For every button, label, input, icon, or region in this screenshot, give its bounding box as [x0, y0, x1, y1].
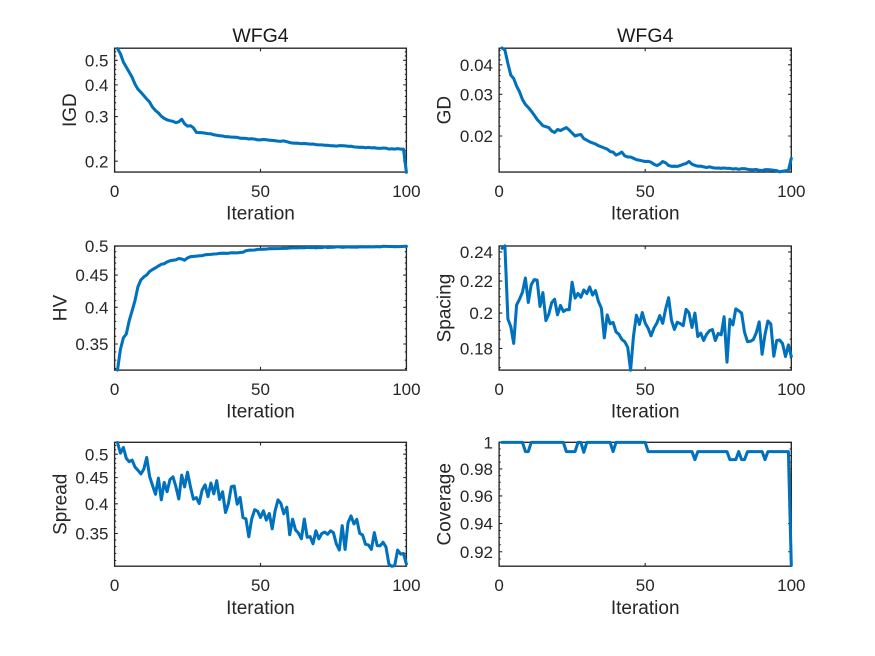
svg-text:HV: HV — [50, 295, 71, 322]
svg-text:0.3: 0.3 — [85, 108, 109, 127]
svg-text:100: 100 — [777, 182, 805, 201]
svg-text:Iteration: Iteration — [611, 204, 680, 225]
svg-text:0.2: 0.2 — [85, 152, 109, 171]
svg-text:Iteration: Iteration — [611, 402, 680, 423]
svg-text:0.4: 0.4 — [85, 495, 109, 514]
svg-text:WFG4: WFG4 — [617, 25, 673, 47]
svg-text:100: 100 — [777, 380, 805, 399]
svg-text:0.35: 0.35 — [75, 335, 108, 354]
svg-text:50: 50 — [636, 576, 655, 595]
svg-text:0.45: 0.45 — [75, 469, 108, 488]
svg-text:0.4: 0.4 — [85, 298, 109, 317]
svg-text:Iteration: Iteration — [226, 402, 295, 423]
svg-text:0.2: 0.2 — [469, 304, 493, 323]
svg-text:100: 100 — [392, 576, 420, 595]
svg-text:0.5: 0.5 — [85, 51, 109, 70]
svg-text:Iteration: Iteration — [226, 598, 295, 619]
svg-text:1: 1 — [484, 434, 493, 453]
svg-text:0.5: 0.5 — [85, 445, 109, 464]
svg-text:0.45: 0.45 — [75, 266, 108, 285]
svg-text:0.24: 0.24 — [460, 243, 493, 262]
svg-text:0: 0 — [110, 182, 119, 201]
svg-text:0.94: 0.94 — [460, 515, 493, 534]
svg-text:Iteration: Iteration — [226, 204, 295, 225]
svg-text:0: 0 — [494, 182, 503, 201]
svg-text:0.96: 0.96 — [460, 487, 493, 506]
svg-text:GD: GD — [435, 96, 456, 125]
svg-text:0.18: 0.18 — [460, 340, 493, 359]
svg-text:100: 100 — [392, 380, 420, 399]
svg-text:0: 0 — [110, 576, 119, 595]
svg-text:0.02: 0.02 — [460, 127, 493, 146]
svg-text:0.04: 0.04 — [460, 56, 493, 75]
svg-text:0.03: 0.03 — [460, 85, 493, 104]
svg-text:50: 50 — [251, 380, 270, 399]
svg-text:50: 50 — [251, 182, 270, 201]
svg-text:0: 0 — [494, 380, 503, 399]
svg-text:0.4: 0.4 — [85, 76, 109, 95]
svg-text:100: 100 — [392, 182, 420, 201]
svg-text:WFG4: WFG4 — [232, 25, 288, 47]
svg-text:Coverage: Coverage — [435, 463, 456, 545]
svg-text:50: 50 — [251, 576, 270, 595]
svg-text:50: 50 — [636, 380, 655, 399]
svg-text:Spread: Spread — [50, 474, 71, 535]
svg-text:0.92: 0.92 — [460, 543, 493, 562]
svg-text:Spacing: Spacing — [435, 274, 456, 343]
svg-text:IGD: IGD — [60, 93, 81, 127]
svg-text:0.98: 0.98 — [460, 460, 493, 479]
svg-text:0.35: 0.35 — [75, 525, 108, 544]
svg-text:0: 0 — [110, 380, 119, 399]
svg-text:0.22: 0.22 — [460, 272, 493, 291]
svg-text:50: 50 — [636, 182, 655, 201]
svg-text:0: 0 — [494, 576, 503, 595]
svg-text:Iteration: Iteration — [611, 598, 680, 619]
svg-text:0.5: 0.5 — [85, 237, 109, 256]
svg-text:100: 100 — [777, 576, 805, 595]
